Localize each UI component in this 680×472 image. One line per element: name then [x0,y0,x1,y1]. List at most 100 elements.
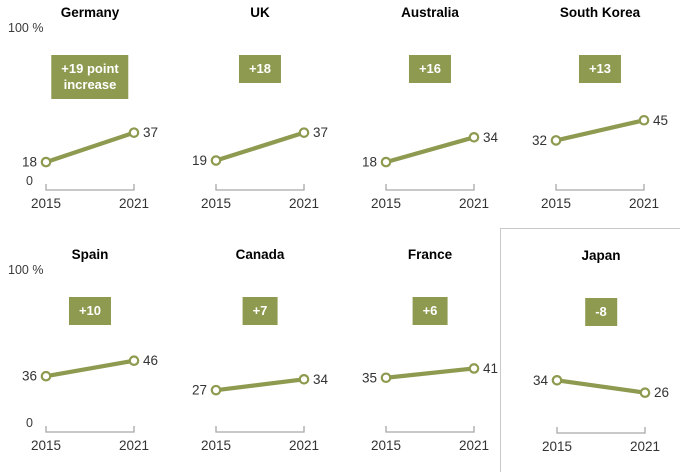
data-point-marker [468,132,480,143]
value-label: 37 [143,125,158,140]
data-point-marker [550,135,562,146]
change-badge: +13 [578,55,622,83]
data-point-marker [40,370,52,382]
x-tick-label: 2021 [289,196,319,211]
y-axis-zero-label: 0 [26,416,33,430]
change-badge: +7 [242,297,278,325]
x-tick-label: 2021 [119,438,149,453]
panel-title: Canada [235,247,285,262]
trend-line [45,130,135,165]
data-point-marker [128,355,140,366]
data-point-marker [40,156,52,168]
x-axis-bracket [45,184,135,191]
data-point-marker [298,127,310,138]
panel-title: Spain [71,247,109,262]
trend-line-chart: 2015 2021 18 34 [362,130,499,211]
trend-line [556,378,646,395]
data-point-marker [639,387,651,398]
data-point-marker [468,363,480,374]
x-axis-bracket [556,427,646,434]
trend-line [385,135,475,165]
data-point-marker [210,155,222,166]
trend-line [45,358,135,379]
x-tick-label: 2015 [541,196,571,211]
change-badge: +10 [68,297,112,325]
trend-line-chart: 2015 2021 32 45 [532,113,668,211]
panel-title: UK [250,5,270,20]
value-label: 27 [192,383,207,398]
change-badge: +19 point increase [51,55,129,99]
value-label: 36 [22,369,37,384]
trend-line [555,118,645,143]
data-point-marker [210,384,222,396]
panel-title: Australia [401,5,459,20]
change-badge: +6 [412,297,448,325]
x-axis-bracket [385,426,475,433]
y-axis-max-label: 100 % [8,21,44,35]
x-axis-bracket [45,426,135,433]
trend-line [215,377,305,393]
data-point-marker [551,375,563,386]
value-label: 37 [313,125,328,140]
data-point-marker [380,156,392,168]
country-panel-uk: UK +18 2015 2021 19 37 [170,0,340,228]
x-tick-label: 2015 [201,438,231,453]
trend-line [215,130,305,163]
trend-line-chart: 2015 2021 34 26 [533,373,669,454]
value-label: 19 [192,153,207,168]
country-panel-australia: Australia +16 2015 2021 18 34 [340,0,510,228]
value-label: 26 [654,385,669,400]
y-axis-zero-label: 0 [26,174,33,188]
x-axis-bracket [385,184,475,191]
x-tick-label: 2015 [371,196,401,211]
value-label: 46 [143,353,158,368]
data-point-marker [128,127,140,138]
value-label: 41 [483,361,498,376]
x-tick-label: 2021 [459,438,489,453]
x-axis-bracket [215,184,305,191]
value-label: 35 [362,370,377,385]
x-tick-label: 2015 [542,439,572,454]
country-panel-canada: Canada +7 2015 2021 27 34 [170,228,340,472]
trend-line-chart: 2015 2021 36 46 [22,353,158,453]
country-panel-germany: Germany 100 % +19 point increase 0 2015 2… [0,0,170,228]
x-axis-bracket [215,426,305,433]
data-point-marker [298,374,310,385]
change-badge: +16 [408,55,452,83]
change-badge: -8 [585,298,617,326]
trend-line-chart: 2015 2021 35 41 [362,361,498,453]
change-badge: +18 [238,55,282,83]
data-point-marker [638,114,650,126]
x-axis-bracket [555,184,645,191]
trend-line-chart: 2015 2021 18 37 [22,125,158,211]
x-tick-label: 2015 [371,438,401,453]
trend-line [385,366,475,380]
country-panel-france: France +6 2015 2021 35 41 [340,228,510,472]
value-label: 45 [653,113,668,128]
value-label: 32 [532,133,547,148]
x-tick-label: 2015 [201,196,231,211]
value-label: 34 [313,372,329,387]
value-label: 34 [483,130,499,145]
data-point-marker [380,372,392,384]
trend-line-chart: 2015 2021 19 37 [192,125,328,211]
x-tick-label: 2021 [630,439,660,454]
x-tick-label: 2021 [119,196,149,211]
x-tick-label: 2015 [31,438,61,453]
x-tick-label: 2021 [629,196,659,211]
country-panel-south-korea: South Korea +13 2015 2021 32 45 [510,0,680,228]
x-tick-label: 2015 [31,196,61,211]
x-tick-label: 2021 [289,438,319,453]
country-panel-spain: Spain 100 % +10 0 2015 2021 36 46 [0,228,170,472]
country-panel-japan: Japan -8 2015 2021 34 26 [500,228,680,472]
trend-line-chart: 2015 2021 27 34 [192,372,329,453]
value-label: 18 [22,155,37,170]
value-label: 18 [362,155,377,170]
panel-title: Japan [581,248,621,263]
y-axis-max-label: 100 % [8,263,44,277]
panel-title: Germany [60,5,120,20]
x-tick-label: 2021 [459,196,489,211]
panel-title: France [407,247,453,262]
panel-title: South Korea [559,5,641,20]
